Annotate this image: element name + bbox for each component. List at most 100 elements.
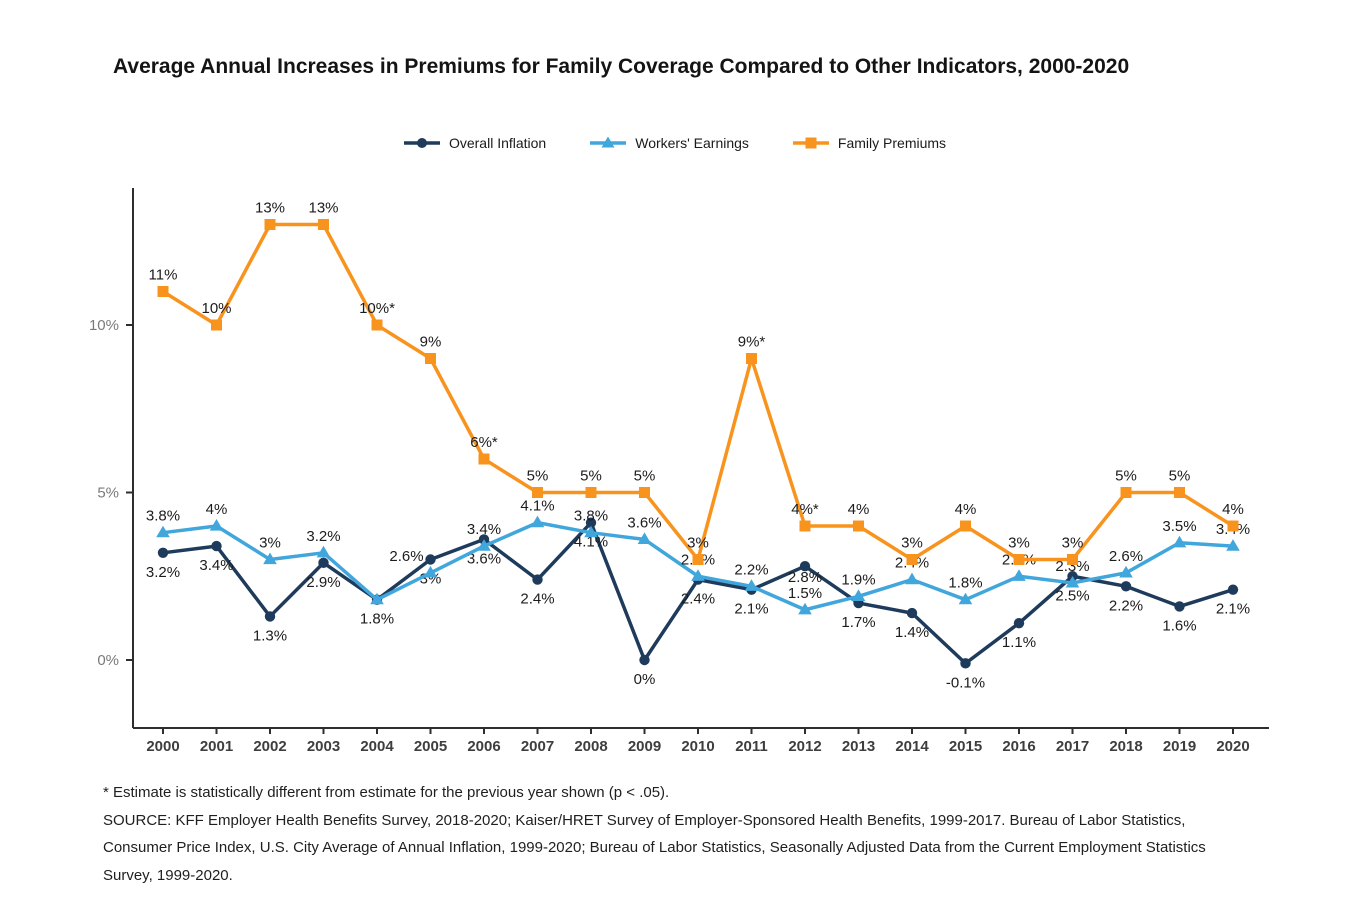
family-premiums-value-label: 10%*	[359, 300, 395, 317]
workers-earnings-value-label: 4.1%	[520, 498, 554, 515]
x-tick-label: 2018	[1109, 738, 1142, 755]
chart-title: Average Annual Increases in Premiums for…	[113, 55, 1130, 78]
family-premiums-value-label: 11%	[149, 267, 178, 284]
workers-earnings-point-marker	[423, 565, 438, 578]
family-premiums-value-label: 5%	[634, 468, 656, 485]
family-premiums-point-marker	[371, 319, 383, 331]
family-premiums-value-label: 13%	[308, 200, 338, 217]
workers-earnings-point-marker	[263, 552, 277, 565]
x-tick-label: 2016	[1002, 738, 1035, 755]
x-tick-label: 2013	[842, 738, 875, 755]
overall-inflation-value-label: 2.2%	[1109, 597, 1143, 614]
workers-earnings-point-marker	[209, 519, 224, 531]
workers-earnings-point-marker	[691, 569, 705, 581]
legend-circle	[416, 138, 427, 148]
family-premiums-point-marker	[532, 487, 543, 498]
overall-inflation-point-marker	[585, 517, 597, 528]
family-premiums-point-marker	[692, 554, 704, 565]
overall-inflation-value-label: 2.1%	[1216, 601, 1250, 618]
overall-inflation-point-marker	[211, 540, 222, 552]
workers-earnings-value-label: 2.6%	[1109, 548, 1143, 565]
overall-inflation-point-marker	[425, 554, 436, 565]
overall-inflation-value-label: 2.9%	[306, 574, 340, 591]
overall-inflation-value-label: 1.7%	[841, 614, 875, 631]
family-premiums-point-marker	[1013, 554, 1025, 565]
overall-inflation-point-marker	[639, 654, 650, 666]
overall-inflation-point-marker	[799, 561, 811, 572]
family-premiums-value-label: 5%	[527, 468, 549, 485]
family-premiums-point-marker	[478, 453, 490, 465]
y-tick-label: 10%	[89, 317, 119, 334]
x-tick-label: 2019	[1163, 738, 1196, 755]
family-premiums-value-label: 10%	[201, 300, 231, 317]
x-tick-label: 2014	[895, 738, 929, 755]
family-premiums-value-label: 9%*	[738, 334, 766, 351]
x-tick-label: 2000	[146, 738, 179, 755]
family-premiums-point-marker	[853, 520, 864, 532]
workers-earnings-point-marker	[584, 525, 598, 538]
family-premiums-point-marker	[264, 219, 276, 230]
family-premiums-point-marker	[1174, 487, 1185, 498]
legend-label: Overall Inflation	[448, 135, 547, 151]
family-premiums-value-label: 6%*	[470, 434, 498, 451]
x-tick-label: 2001	[200, 738, 233, 755]
workers-earnings-value-label: 3.8%	[146, 508, 180, 525]
legend-triangle	[601, 136, 615, 148]
workers-earnings-point-marker	[744, 579, 759, 591]
family-premiums-point-marker	[746, 353, 757, 364]
family-premiums-value-label: 4%	[848, 501, 870, 518]
workers-earnings-point-marker	[798, 602, 812, 615]
workers-earnings-point-marker	[1226, 539, 1240, 551]
workers-earnings-point-marker	[530, 515, 545, 528]
x-tick-label: 2008	[574, 738, 607, 755]
workers-earnings-value-label: 4%	[206, 501, 228, 518]
family-premiums-legend-marker-icon	[792, 137, 829, 149]
family-premiums-value-label: 5%	[1115, 468, 1137, 485]
overall-inflation-value-label: 2.8%	[788, 569, 822, 586]
overall-inflation-value-label: 3.4%	[199, 557, 233, 574]
family-premiums-point-marker	[639, 487, 650, 498]
overall-inflation-point-marker	[264, 611, 276, 622]
y-tick-label: 5%	[97, 485, 119, 502]
overall-inflation-value-label: 1.6%	[1162, 617, 1196, 634]
x-tick-label: 2004	[360, 738, 394, 755]
workers-earnings-point-marker	[477, 539, 491, 551]
family-premiums-point-marker	[211, 319, 222, 331]
workers-earnings-point-marker	[905, 572, 919, 585]
x-tick-label: 2006	[467, 738, 500, 755]
family-premiums-line	[162, 222, 1234, 562]
legend-item-overall-inflation: Overall Inflation	[403, 135, 547, 151]
overall-inflation-point-marker	[1120, 581, 1132, 592]
family-premiums-value-label: 9%	[420, 334, 442, 351]
family-premiums-point-marker	[1120, 487, 1132, 498]
workers-earnings-value-label: 3.8%	[574, 508, 608, 525]
workers-earnings-point-marker	[1172, 535, 1187, 548]
legend-label: Family Premiums	[837, 135, 947, 151]
x-tick-label: 2003	[307, 738, 340, 755]
overall-inflation-legend-marker-icon	[403, 138, 440, 148]
workers-earnings-point-marker	[1065, 575, 1080, 588]
overall-inflation-point-marker	[1227, 584, 1239, 595]
family-premiums-value-label: 3%	[1008, 535, 1030, 552]
workers-earnings-value-label: 1.9%	[841, 571, 875, 588]
overall-inflation-point-marker	[1174, 601, 1185, 612]
workers-earnings-point-marker	[156, 525, 170, 538]
x-tick-label: 2009	[628, 738, 661, 755]
x-tick-label: 2010	[681, 738, 714, 755]
overall-inflation-value-label: 1.1%	[1002, 634, 1036, 651]
family-premiums-value-label: 4%	[955, 501, 977, 518]
family-premiums-value-label: 5%	[1169, 468, 1191, 485]
family-premiums-point-marker	[157, 286, 169, 297]
family-premiums-point-marker	[1227, 520, 1239, 532]
x-tick-label: 2012	[788, 738, 821, 755]
workers-earnings-legend-marker-icon	[590, 136, 627, 148]
x-tick-label: 2005	[414, 738, 447, 755]
overall-inflation-point-marker	[906, 607, 918, 619]
workers-earnings-value-label: 3.5%	[1162, 518, 1196, 535]
overall-inflation-value-label: 1.3%	[253, 627, 287, 644]
family-premiums-point-marker	[960, 520, 971, 532]
family-premiums-value-label: 3%	[1062, 535, 1084, 552]
family-premiums-point-marker	[585, 487, 597, 498]
legend-label: Workers' Earnings	[635, 135, 749, 151]
